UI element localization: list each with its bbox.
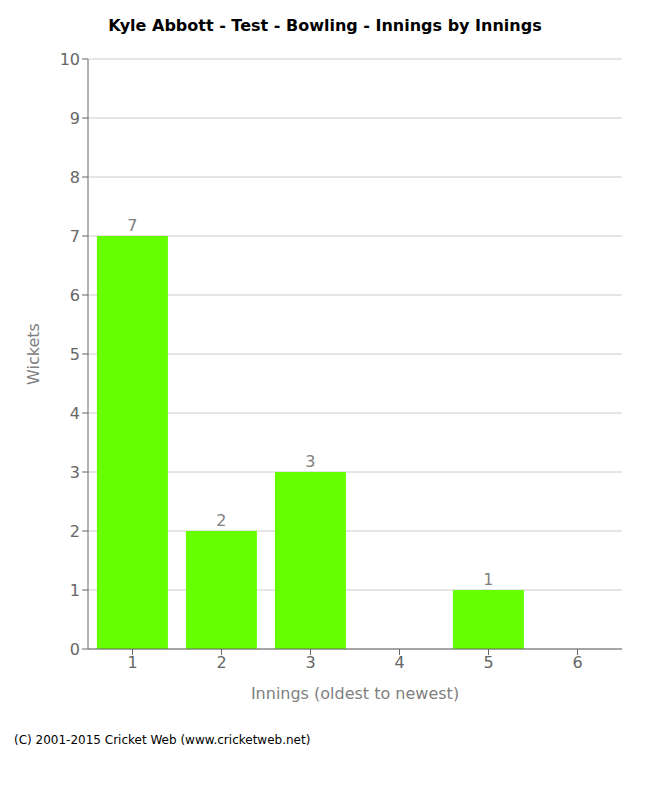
svg-text:3: 3 <box>305 653 315 672</box>
svg-text:5: 5 <box>483 653 493 672</box>
svg-text:7: 7 <box>70 227 80 246</box>
svg-text:9: 9 <box>70 109 80 128</box>
svg-text:6: 6 <box>70 286 80 305</box>
svg-text:4: 4 <box>70 404 80 423</box>
svg-text:4: 4 <box>394 653 404 672</box>
html-text:Kyle Abbott - Test - Bowling -: Kyle Abbott - Test - Bowling - Innings b… <box>108 16 542 35</box>
html-text:(C) 2001-2015 Cricket Web (www: (C) 2001-2015 Cricket Web (www.cricketwe… <box>14 733 311 747</box>
svg-text:3: 3 <box>305 452 315 471</box>
svg-text:0: 0 <box>70 640 80 659</box>
svg-text:1: 1 <box>483 570 493 589</box>
svg-text:7: 7 <box>127 216 137 235</box>
svg-text:8: 8 <box>70 168 80 187</box>
svg-text:10: 10 <box>60 50 80 69</box>
svg-text:Wickets: Wickets <box>24 323 43 385</box>
svg-text:6: 6 <box>572 653 582 672</box>
svg-text:2: 2 <box>216 511 226 530</box>
svg-text:Innings (oldest to newest): Innings (oldest to newest) <box>251 684 459 703</box>
svg-text:2: 2 <box>70 522 80 541</box>
svg-text:2: 2 <box>216 653 226 672</box>
svg-text:1: 1 <box>127 653 137 672</box>
svg-text:3: 3 <box>70 463 80 482</box>
svg-text:1: 1 <box>70 581 80 600</box>
svg-text:5: 5 <box>70 345 80 364</box>
